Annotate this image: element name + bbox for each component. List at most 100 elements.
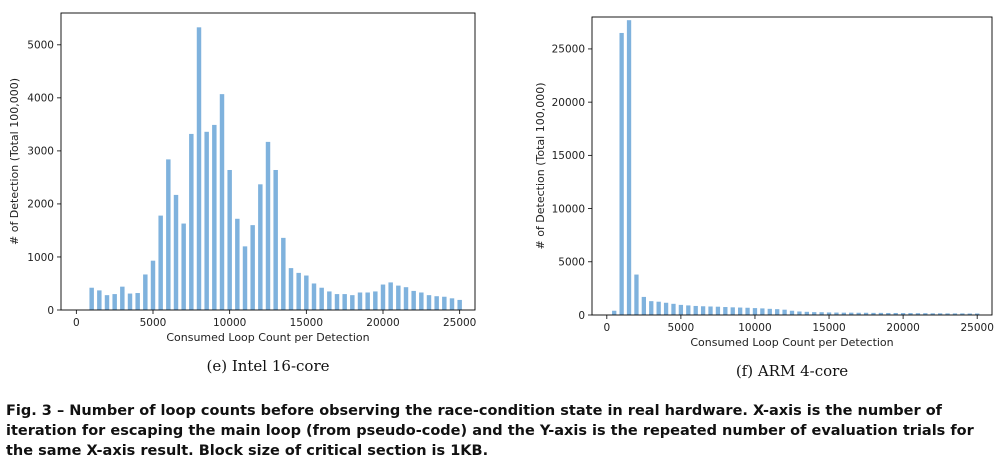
- bar: [930, 313, 935, 315]
- bar: [120, 286, 125, 310]
- y-tick-label: 5000: [27, 40, 54, 52]
- bar: [212, 124, 217, 310]
- bar: [373, 291, 378, 310]
- bar: [380, 284, 386, 310]
- bar: [745, 307, 750, 315]
- bar: [871, 312, 876, 315]
- y-tick-label: 0: [578, 310, 585, 322]
- bar: [893, 312, 898, 315]
- x-tick-label: 10000: [738, 322, 771, 334]
- bar: [797, 311, 802, 315]
- subfigure-caption: (f) ARM 4-core: [736, 362, 848, 380]
- bar: [426, 295, 432, 310]
- bar: [915, 313, 921, 315]
- bar: [311, 283, 317, 310]
- y-tick-label: 3000: [27, 146, 54, 158]
- bar: [975, 313, 980, 315]
- y-tick-label: 2000: [27, 199, 54, 211]
- bar: [663, 302, 669, 315]
- bar: [434, 296, 439, 310]
- chart-f: 0 5000 10000 15000 20000 25000 0 5000 10000 15000…: [534, 16, 994, 380]
- bar: [449, 298, 455, 310]
- bar: [419, 292, 424, 310]
- y-tick-label: 10000: [552, 203, 585, 215]
- bar: [319, 287, 324, 310]
- bar: [350, 295, 355, 310]
- bar: [127, 293, 133, 310]
- bar: [967, 313, 972, 315]
- bar: [686, 305, 691, 315]
- bar: [281, 237, 286, 310]
- x-tick-label: 25000: [443, 317, 476, 329]
- bar: [357, 292, 363, 310]
- y-tick-label: 20000: [552, 97, 585, 109]
- bar: [812, 312, 817, 315]
- y-tick-label: 0: [47, 305, 54, 317]
- bar: [782, 309, 787, 315]
- bar: [112, 294, 117, 310]
- bar: [104, 295, 110, 310]
- bar: [730, 307, 735, 315]
- x-tick-label: 10000: [213, 317, 246, 329]
- plot-frame: [60, 12, 476, 311]
- bar: [752, 308, 758, 315]
- bar: [626, 20, 632, 315]
- bar: [804, 311, 809, 315]
- bar: [649, 301, 654, 315]
- bar: [619, 32, 624, 316]
- bar: [767, 308, 772, 315]
- bar: [900, 313, 906, 315]
- bar: [841, 312, 846, 315]
- bar: [235, 218, 240, 310]
- bar: [143, 274, 148, 310]
- bar: [634, 274, 639, 315]
- plot-frame: [591, 16, 993, 316]
- x-tick-label: 15000: [812, 322, 845, 334]
- bar: [775, 309, 780, 315]
- bar: [189, 133, 194, 310]
- bar: [856, 312, 861, 315]
- bar: [678, 304, 684, 315]
- subfigure-caption: (e) Intel 16-core: [206, 357, 329, 375]
- bar: [457, 299, 462, 310]
- bar: [388, 282, 393, 310]
- bar: [700, 306, 706, 315]
- x-tick-label: 20000: [886, 322, 919, 334]
- bar: [296, 272, 301, 311]
- bar: [834, 312, 839, 315]
- bar: [204, 131, 209, 310]
- bar: [938, 313, 943, 315]
- bar: [396, 285, 401, 310]
- bar: [789, 310, 795, 315]
- bar: [242, 246, 248, 310]
- bar: [693, 305, 698, 315]
- figure-caption: Fig. 3 – Number of loop counts before ob…: [6, 403, 974, 459]
- x-axis-label: Consumed Loop Count per Detection: [166, 331, 369, 344]
- bar: [342, 294, 347, 310]
- y-tick-label: 4000: [27, 93, 54, 105]
- x-tick-label: 0: [73, 317, 80, 329]
- bar: [923, 313, 928, 315]
- bar: [442, 296, 447, 310]
- bar: [181, 223, 186, 310]
- y-axis-label: # of Detection (Total 100,000): [8, 78, 21, 245]
- bar: [334, 294, 340, 310]
- bar: [219, 94, 225, 310]
- bar: [952, 313, 958, 315]
- bar: [403, 287, 409, 310]
- bar: [258, 184, 263, 310]
- y-tick-label: 15000: [552, 150, 585, 162]
- bar: [273, 169, 278, 310]
- bar: [288, 268, 294, 310]
- bar: [863, 312, 869, 315]
- bar: [327, 291, 332, 310]
- chart-e: 0 5000 10000 15000 20000 25000 0 1000 2000 3000 40…: [8, 12, 476, 375]
- x-axis-label: Consumed Loop Count per Detection: [690, 336, 893, 349]
- bar: [365, 292, 370, 310]
- bar: [826, 312, 832, 315]
- bar: [166, 159, 171, 310]
- bar: [173, 194, 179, 310]
- bar: [612, 310, 617, 315]
- y-tick-label: 25000: [552, 44, 585, 56]
